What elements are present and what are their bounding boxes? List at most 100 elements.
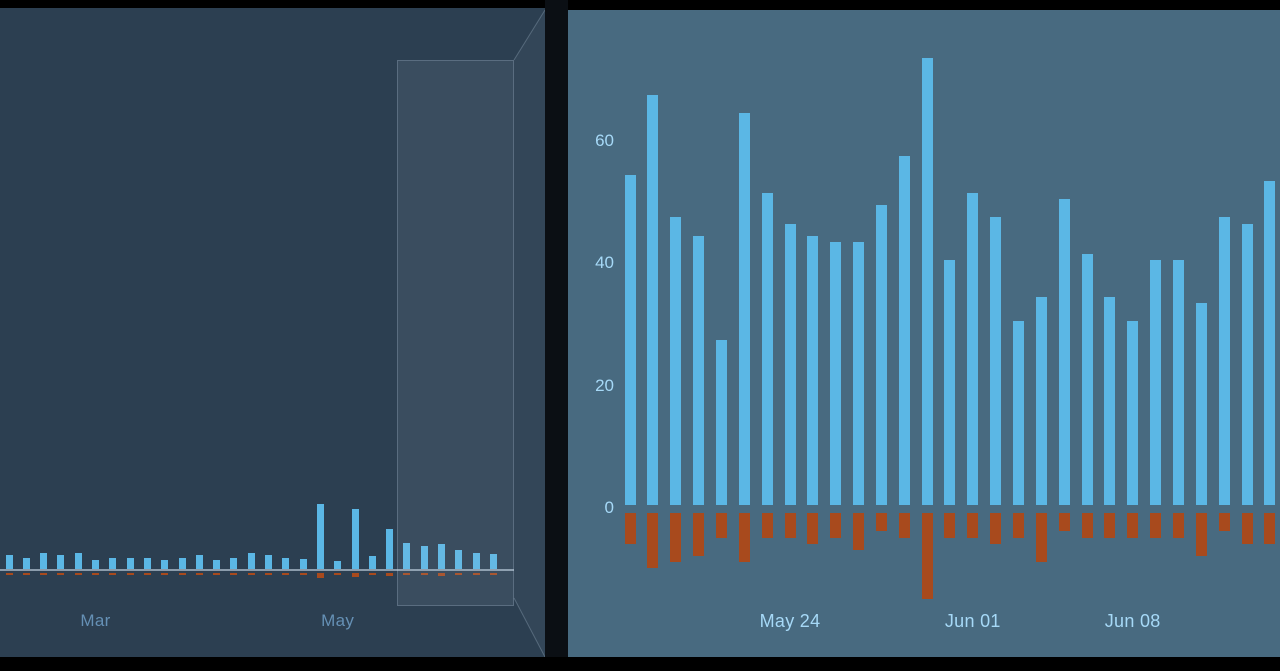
negative-bar [1172, 513, 1184, 538]
positive-bar [334, 560, 342, 569]
negative-bar [1150, 513, 1162, 538]
top-frame-left [0, 0, 545, 8]
positive-bar [195, 555, 203, 570]
negative-bar [875, 513, 887, 532]
negative-bar [738, 513, 750, 562]
positive-bar [1035, 296, 1047, 505]
positive-bar [1172, 260, 1184, 505]
detail-x-axis-labels: May 24 Jun 01 Jun 08 [568, 10, 1280, 657]
negative-bar [830, 513, 842, 538]
positive-bar [143, 557, 151, 570]
x-axis-label: Jun 08 [1104, 611, 1161, 631]
y-axis-label: 60 [595, 130, 614, 150]
detail-bars-layer[interactable] [568, 10, 1280, 657]
negative-bar [420, 573, 428, 576]
negative-bar [455, 573, 463, 576]
x-axis-label: Jun 01 [944, 611, 1001, 631]
zoom-selection-brush[interactable] [397, 60, 514, 606]
negative-bar [624, 513, 636, 544]
detail-chart-panel[interactable]: 0 20 40 60 May 24 Jun 01 Jun 08 [568, 10, 1280, 657]
positive-bar [40, 553, 48, 570]
negative-bar [944, 513, 956, 538]
negative-bar [334, 573, 342, 576]
overview-chart-panel[interactable]: Mar May [0, 8, 545, 657]
positive-bar [1195, 303, 1207, 505]
negative-bar [195, 573, 203, 576]
positive-bar [647, 95, 659, 505]
negative-bar [403, 573, 411, 576]
positive-bar [990, 217, 1002, 505]
negative-bar [489, 573, 497, 576]
positive-bar [944, 260, 956, 505]
negative-bar [807, 513, 819, 544]
positive-bar [455, 550, 463, 569]
positive-bar [693, 235, 705, 505]
negative-bar [109, 573, 117, 576]
negative-bar [92, 573, 99, 576]
negative-bar [282, 573, 290, 576]
positive-bar [57, 555, 65, 570]
negative-bar [143, 573, 151, 576]
positive-bar [351, 509, 359, 569]
overview-axis-line [0, 569, 514, 571]
positive-bar [1127, 321, 1139, 505]
positive-bar [74, 553, 82, 570]
positive-bar [761, 192, 773, 505]
negative-bar [1104, 513, 1116, 538]
bottom-frame [0, 657, 1280, 671]
negative-bar [178, 573, 186, 576]
x-axis-label: Mar [80, 611, 111, 630]
negative-bar [1218, 513, 1230, 532]
positive-bar [109, 557, 117, 570]
negative-bar [316, 573, 324, 579]
negative-bar [1035, 513, 1047, 562]
positive-bar [784, 223, 796, 505]
positive-bar [853, 241, 864, 505]
positive-bar [898, 156, 910, 505]
negative-bar [853, 513, 864, 550]
panel-divider [545, 0, 568, 671]
y-axis-label: 40 [595, 253, 614, 273]
negative-bar [386, 573, 394, 577]
positive-bar [489, 554, 497, 569]
positive-bar [161, 559, 169, 569]
negative-bar [647, 513, 659, 569]
negative-bar [368, 573, 376, 576]
negative-bar [1081, 513, 1093, 538]
positive-bar [178, 557, 186, 570]
positive-bar [92, 559, 99, 569]
negative-bar [247, 573, 255, 576]
positive-bar [230, 557, 238, 570]
positive-bar [282, 557, 290, 570]
positive-bar [715, 339, 727, 505]
x-axis-label: May [321, 611, 355, 630]
positive-bar [1013, 321, 1024, 505]
positive-bar [316, 503, 324, 569]
positive-bar [670, 217, 682, 505]
negative-bar [1195, 513, 1207, 556]
positive-bar [438, 543, 445, 569]
negative-bar [74, 573, 82, 576]
top-frame-right [568, 0, 1280, 10]
negative-bar [1127, 513, 1139, 538]
negative-bar [715, 513, 727, 538]
positive-bar [1104, 296, 1116, 505]
overview-x-axis-labels: Mar May [0, 8, 545, 657]
detail-y-axis-labels: 0 20 40 60 [568, 10, 1280, 657]
x-axis-label: May 24 [759, 611, 821, 631]
negative-bar [126, 573, 134, 576]
negative-bar [1013, 513, 1024, 538]
negative-bar [1058, 513, 1070, 532]
negative-bar [57, 573, 65, 576]
negative-bar [1264, 513, 1276, 544]
negative-bar [784, 513, 796, 538]
negative-bar [40, 573, 48, 576]
negative-bar [990, 513, 1002, 544]
positive-bar [213, 559, 221, 569]
positive-bar [1081, 254, 1093, 505]
negative-bar [299, 573, 307, 576]
positive-bar [368, 556, 376, 569]
positive-bar [1241, 223, 1253, 505]
negative-bar [438, 573, 445, 577]
